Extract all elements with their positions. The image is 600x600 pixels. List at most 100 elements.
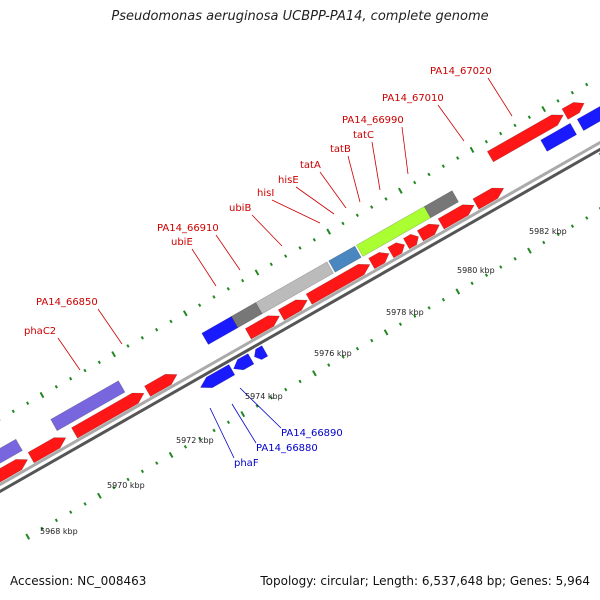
gene-red-3 (71, 392, 145, 439)
tick-outer-38 (513, 123, 517, 128)
leader-ubie (191, 248, 217, 287)
tick-inner-17 (269, 395, 274, 400)
tick-outer-17 (212, 295, 216, 299)
leader-tata (319, 171, 347, 209)
tick-outer-32 (427, 172, 431, 177)
gene-label-ubib: ubiB (229, 203, 251, 214)
gene-blue-far-1 (540, 122, 578, 152)
tick-outer-30 (397, 187, 403, 194)
tick-inner-21 (327, 363, 331, 367)
tick-outer-33 (441, 164, 445, 169)
scale-label-5972: 5972 kbp (176, 436, 214, 445)
tick-outer-9 (97, 360, 101, 365)
tick-inner-39 (585, 216, 589, 220)
tick-outer-36 (484, 139, 488, 144)
gene-pa14-66890 (254, 345, 269, 360)
gene-red-12 (437, 204, 475, 230)
gene-hisi (328, 245, 362, 273)
gene-red-8 (368, 252, 390, 270)
tick-outer-41 (556, 99, 560, 103)
gene-label-phaf: phaF (234, 458, 259, 469)
tick-outer-14 (169, 319, 173, 324)
scale-label-5970: 5970 kbp (107, 481, 145, 490)
gene-phaf (199, 364, 236, 389)
tick-outer-22 (284, 254, 288, 258)
leader-tatc (371, 141, 381, 191)
tick-marks (0, 82, 600, 540)
gene-label-phac2: phaC2 (24, 326, 56, 337)
tick-inner-35 (527, 247, 532, 254)
tick-outer-39 (527, 115, 531, 120)
tick-inner-10 (168, 451, 174, 459)
scale-label-5980: 5980 kbp (457, 266, 495, 275)
gene-red-1 (0, 459, 29, 483)
tick-outer-13 (155, 327, 159, 332)
label-leaders (57, 77, 513, 459)
gene-label-pa14-66990: PA14_66990 (342, 115, 404, 126)
leader-tatb (347, 155, 361, 203)
gene-pa14-67020 (561, 102, 585, 120)
tick-outer-10 (111, 351, 116, 358)
genome-backbone (0, 140, 600, 494)
scale-label-5974: 5974 kbp (245, 392, 283, 401)
tick-outer-23 (298, 246, 302, 250)
tick-inner-20 (312, 370, 317, 377)
tick-outer-11 (126, 344, 130, 348)
tick-inner-38 (570, 224, 575, 228)
gene-red-9 (387, 242, 405, 259)
tick-outer-28 (370, 205, 374, 209)
tick-inner-27 (413, 314, 417, 318)
gene-blue-far-2 (576, 105, 600, 132)
gene-red-4 (144, 373, 178, 397)
tick-outer-25 (326, 228, 332, 235)
tick-outer-40 (541, 105, 547, 113)
tick-outer-7 (69, 376, 73, 381)
leader-pa14-66890 (239, 387, 282, 429)
tick-outer-5 (39, 391, 45, 399)
scale-label-5976: 5976 kbp (314, 349, 352, 358)
tick-inner-25 (383, 329, 389, 336)
leader-hise (295, 186, 335, 215)
gene-red-13 (472, 187, 505, 210)
tick-inner-0 (25, 533, 31, 540)
gene-red-5 (244, 315, 281, 340)
tick-inner-5 (97, 492, 102, 499)
tick-inner-11 (183, 444, 188, 449)
tick-inner-23 (355, 346, 360, 351)
tick-inner-26 (398, 322, 403, 327)
tick-outer-42 (570, 90, 574, 95)
leader-hisi (271, 199, 321, 224)
tick-outer-15 (182, 310, 188, 317)
tick-inner-15 (240, 410, 246, 418)
scale-label-5968: 5968 kbp (40, 527, 78, 536)
tick-inner-9 (155, 461, 159, 465)
gene-red-11 (416, 223, 440, 242)
scale-label-5978: 5978 kbp (386, 308, 424, 317)
gene-features (0, 102, 600, 483)
backbone-line-2 (0, 147, 600, 494)
gene-label-pa14-67010: PA14_67010 (382, 93, 444, 104)
tick-outer-19 (241, 278, 245, 283)
gene-red-2 (27, 437, 67, 464)
tick-inner-2 (54, 518, 59, 523)
leader-pa14-66880 (231, 403, 257, 444)
tick-outer-31 (413, 180, 417, 185)
tick-inner-4 (83, 502, 87, 506)
tick-outer-4 (26, 401, 30, 405)
tick-outer-16 (198, 303, 202, 307)
tick-inner-18 (284, 387, 288, 392)
tick-outer-20 (254, 269, 260, 276)
tick-outer-6 (54, 385, 58, 389)
leader-pa14-67010 (437, 104, 465, 142)
gene-pa14-67010 (486, 114, 564, 163)
leader-pa14-66910 (215, 234, 241, 271)
tick-inner-30 (455, 288, 461, 295)
tick-inner-37 (556, 232, 560, 237)
gene-label-pa14-66880: PA14_66880 (256, 443, 318, 454)
tick-inner-14 (226, 420, 231, 425)
tick-inner-7 (126, 477, 130, 482)
tick-outer-18 (226, 286, 230, 291)
tick-inner-33 (499, 265, 503, 269)
leader-pa14-66990 (401, 126, 409, 175)
gene-label-pa14-67020: PA14_67020 (430, 66, 492, 77)
